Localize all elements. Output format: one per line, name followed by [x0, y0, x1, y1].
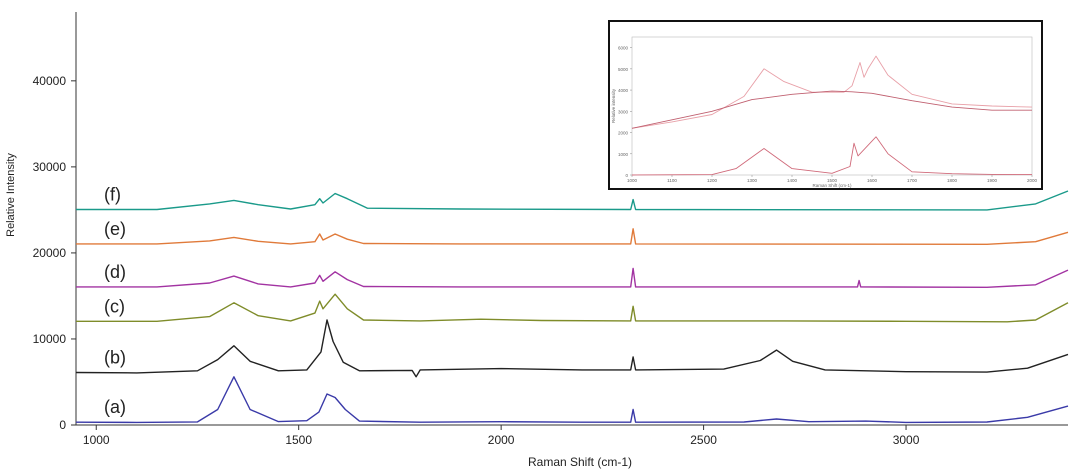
- series-label-3: (d): [104, 262, 126, 282]
- x-tick-label: 3000: [893, 433, 920, 447]
- inset-x-tick-label: 1600: [867, 178, 878, 183]
- series-label-0: (a): [104, 397, 126, 417]
- y-tick-label: 30000: [33, 160, 67, 174]
- inset-series-line-0: [631, 55, 1033, 129]
- y-tick-label: 20000: [33, 246, 67, 260]
- x-tick-label: 2000: [488, 433, 515, 447]
- series-label-4: (e): [104, 219, 126, 239]
- inset-series-line-1: [631, 90, 1032, 129]
- y-tick-label: 0: [59, 418, 66, 432]
- x-tick-label: 2500: [690, 433, 717, 447]
- series-group: [75, 190, 1069, 424]
- inset-y-tick-label: 2000: [618, 131, 629, 136]
- series-line-5: [76, 190, 1069, 211]
- inset-y-tick-label: 3000: [618, 109, 629, 114]
- inset-y-tick-label: 1000: [618, 152, 629, 157]
- x-tick-label: 1500: [285, 433, 312, 447]
- inset-y-tick-label: 5000: [618, 67, 629, 72]
- x-axis-label: Raman Shift (cm-1): [528, 455, 632, 469]
- inset-x-tick-label: 1100: [667, 178, 677, 183]
- inset-frame: [608, 20, 1043, 190]
- inset-x-tick-label: 1700: [907, 178, 918, 183]
- series-line-3: [76, 267, 1069, 288]
- series-labels: (a) (b) (c) (d) (e) (f): [104, 184, 126, 417]
- inset-x-tick-label: 2000: [1027, 178, 1038, 183]
- inset-x-tick-label: 1300: [747, 178, 758, 183]
- inset-series-line-2: [631, 136, 1033, 176]
- x-axis: 1000 1500 2000 2500 3000: [83, 425, 920, 447]
- series-line-0: [75, 376, 1069, 424]
- y-tick-label: 10000: [33, 332, 67, 346]
- y-tick-label: 40000: [33, 74, 67, 88]
- series-label-2: (c): [104, 296, 125, 316]
- inset-x-tick-label: 1000: [627, 178, 638, 183]
- inset-x-tick-label: 1900: [987, 178, 998, 183]
- inset-x-tick-label: 1400: [787, 178, 798, 183]
- inset-x-tick-label: 1500: [827, 178, 838, 183]
- series-label-5: (f): [104, 184, 121, 204]
- inset-y-tick-label: 4000: [618, 88, 629, 93]
- x-tick-label: 1000: [83, 433, 110, 447]
- y-axis-label: Relative Intensity: [5, 153, 17, 237]
- series-line-1: [75, 319, 1069, 378]
- series-label-1: (b): [104, 348, 126, 368]
- inset-y-tick-label: 0: [625, 173, 628, 178]
- series-line-2: [76, 293, 1069, 323]
- inset-x-axis-label: Raman Shift (cm-1): [812, 183, 852, 188]
- inset-x-tick-label: 1800: [947, 178, 958, 183]
- inset-y-axis-label: Relative intensity: [611, 88, 616, 123]
- y-axis: 0 10000 20000 30000 40000: [33, 74, 76, 432]
- inset-y-tick-label: 6000: [618, 46, 629, 51]
- series-line-4: [76, 228, 1069, 245]
- inset-x-tick-label: 1200: [707, 178, 718, 183]
